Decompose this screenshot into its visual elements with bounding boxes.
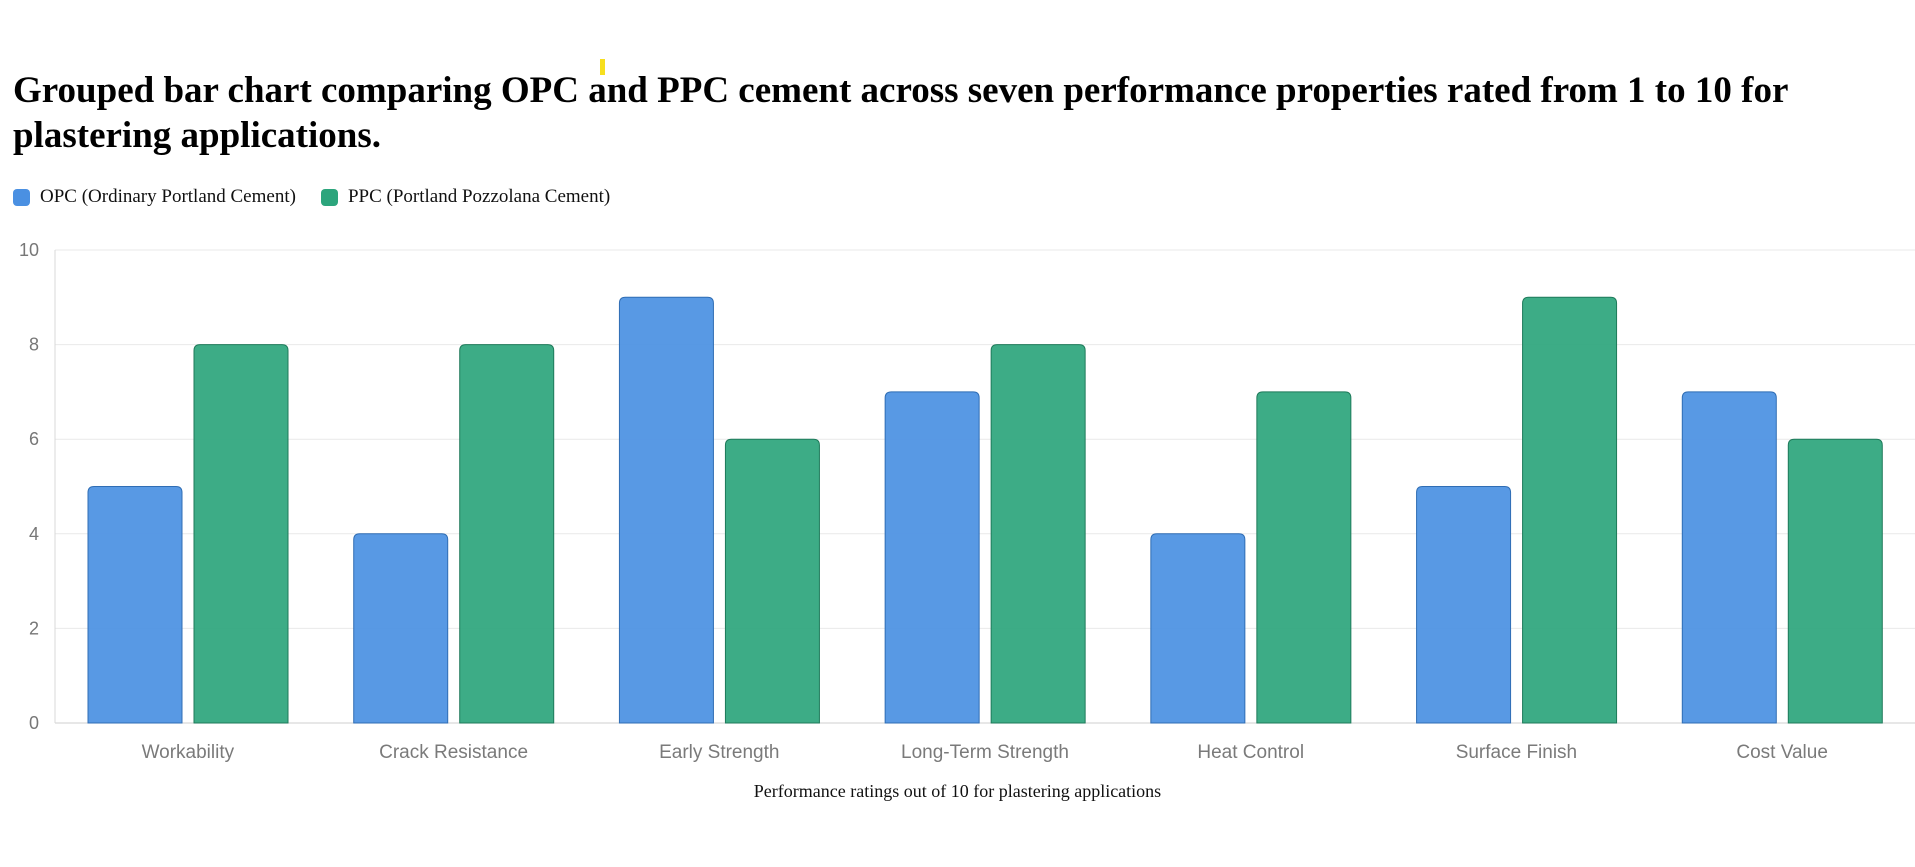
x-tick-label-long-term-strength: Long-Term Strength	[901, 742, 1069, 763]
x-tick-label-cost-value: Cost Value	[1736, 742, 1828, 763]
y-tick-label-6: 6	[29, 429, 39, 449]
highlight-mark	[600, 59, 605, 75]
x-tick-label-crack-resistance: Crack Resistance	[379, 742, 528, 763]
x-tick-label-heat-control: Heat Control	[1197, 742, 1304, 763]
legend-label-ppc: PPC (Portland Pozzolana Cement)	[347, 186, 611, 207]
y-tick-label-10: 10	[19, 240, 39, 260]
bar-ppc-surface-finish	[1522, 296, 1618, 724]
bar-opc-crack-resistance	[353, 533, 449, 724]
bar-opc-heat-control	[1150, 533, 1246, 724]
y-tick-label-2: 2	[29, 618, 39, 638]
legend-item-opc[interactable]: OPC (Ordinary Portland Cement)	[13, 186, 296, 208]
x-tick-label-surface-finish: Surface Finish	[1456, 742, 1577, 763]
bar-opc-cost-value	[1681, 391, 1777, 724]
legend-label-opc: OPC (Ordinary Portland Cement)	[40, 186, 296, 207]
bar-opc-early-strength	[618, 296, 714, 724]
legend-item-ppc[interactable]: PPC (Portland Pozzolana Cement)	[320, 186, 611, 208]
x-tick-label-workability: Workability	[142, 742, 235, 763]
bar-opc-surface-finish	[1416, 486, 1512, 724]
bar-ppc-crack-resistance	[459, 344, 555, 724]
bar-ppc-long-term-strength	[990, 344, 1086, 724]
bar-ppc-cost-value	[1787, 438, 1883, 724]
bar-ppc-heat-control	[1256, 391, 1352, 724]
y-tick-label-4: 4	[29, 524, 39, 544]
chart-title: Grouped bar chart comparing OPC and PPC …	[13, 70, 1788, 156]
bar-opc-workability	[87, 486, 183, 724]
bar-ppc-workability	[193, 344, 289, 724]
bar-chart: 0 2 4 6 8 10 Workability Crack Resistance Early …	[19, 240, 1915, 763]
legend-swatch-ppc	[320, 188, 338, 206]
legend-swatch-opc	[13, 188, 30, 206]
x-tick-label-early-strength: Early Strength	[659, 742, 779, 763]
bar-ppc-early-strength	[724, 438, 820, 724]
x-axis-title: Performance ratings out of 10 for plaste…	[753, 781, 1162, 801]
chart-legend: OPC (Ordinary Portland Cement) PPC (Port…	[13, 186, 635, 208]
bar-opc-long-term-strength	[884, 391, 980, 724]
y-tick-label-8: 8	[29, 335, 39, 355]
y-tick-label-0: 0	[29, 713, 39, 733]
